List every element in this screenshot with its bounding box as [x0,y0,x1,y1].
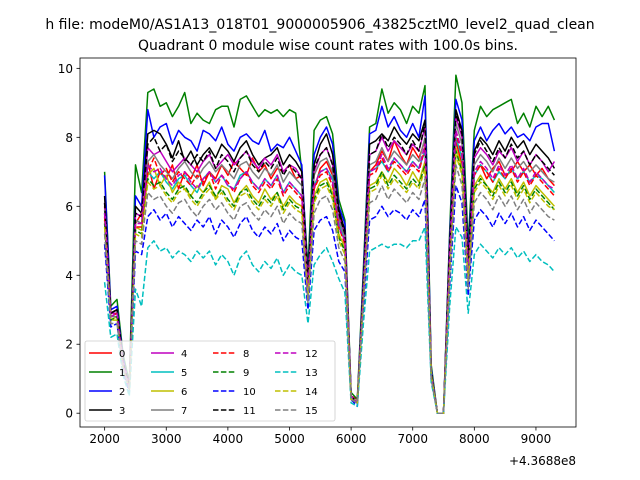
x-tick-label: 9000 [521,432,552,446]
x-tick-label: 3000 [151,432,182,446]
legend-label-2: 2 [119,387,125,398]
y-tick-label: 8 [65,131,73,145]
chart-title: Quadrant 0 module wise count rates with … [138,38,518,54]
series-line-14 [103,153,555,414]
series-line-3 [103,108,556,414]
x-tick-label: 8000 [459,432,490,446]
series-group [103,74,556,414]
legend-label-3: 3 [119,406,125,417]
x-offset-label: +4.3688e8 [509,454,576,468]
legend-label-7: 7 [181,406,187,417]
series-line-10 [103,184,555,414]
legend-label-12: 12 [305,349,318,360]
series-line-12 [103,129,555,414]
legend-label-9: 9 [243,368,249,379]
series-line-6 [103,146,555,414]
series-line-13 [103,226,555,414]
series-line-8 [103,133,555,414]
y-tick-label: 2 [65,338,73,352]
legend-label-1: 1 [119,368,125,379]
legend-frame [84,340,336,422]
legend-label-5: 5 [181,368,187,379]
legend-label-4: 4 [181,349,187,360]
legend-label-6: 6 [181,387,187,398]
axes-frame [79,57,577,428]
series-line-1 [103,74,556,414]
series-line-15 [103,164,555,414]
legend-label-10: 10 [243,387,256,398]
series-line-7 [103,122,555,414]
x-tick-label: 7000 [397,432,428,446]
legend-label-13: 13 [305,368,318,379]
x-tick-label: 4000 [213,432,244,446]
y-tick-label: 4 [65,269,73,283]
series-line-2 [103,95,556,414]
figure-suptitle: h file: modeM0/AS1A13_018T01_9000005906_… [45,17,594,33]
series-line-9 [103,150,555,414]
x-tick-label: 2000 [89,432,120,446]
plot-area: 2000 3000 4000 5000 6000 7000 8000 9000 0 2 4 6 8 10 0… [58,57,577,446]
legend-label-11: 11 [243,406,256,417]
legend-label-0: 0 [119,349,125,360]
y-tick-label: 6 [65,200,73,214]
y-tick-label: 10 [58,62,73,76]
legend-label-8: 8 [243,349,249,360]
x-tick-label: 5000 [274,432,305,446]
y-tick-label: 0 [65,407,73,421]
x-tick-label: 6000 [336,432,367,446]
series-line-11 [103,112,555,414]
legend-label-15: 15 [305,406,318,417]
legend-label-14: 14 [305,387,318,398]
